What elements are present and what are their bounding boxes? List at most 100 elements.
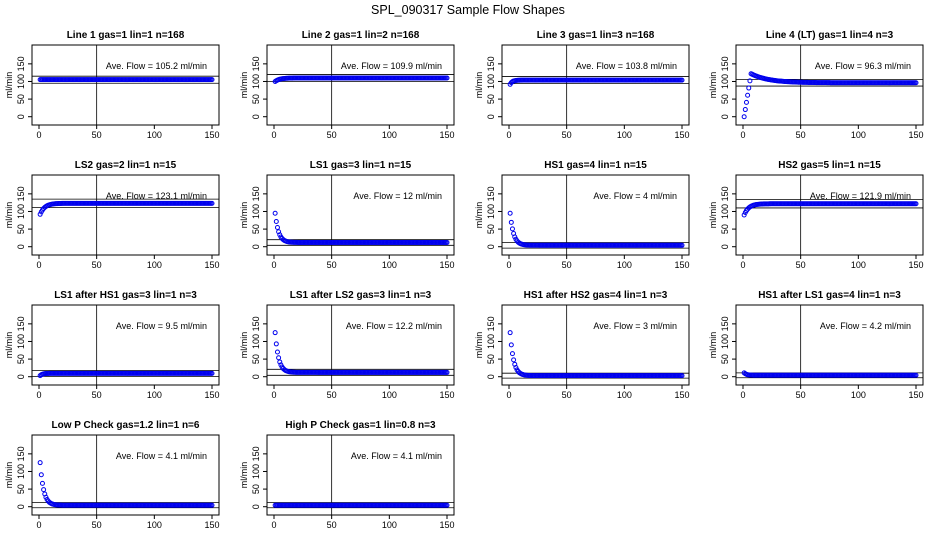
x-tick-label: 0 — [740, 130, 745, 140]
avg-flow-annotation: Ave. Flow = 4.2 ml/min — [820, 321, 911, 331]
y-tick-label: 50 — [16, 484, 26, 494]
data-point — [747, 78, 753, 84]
y-axis-label: ml/min — [239, 462, 249, 489]
x-tick-label: 100 — [382, 260, 397, 270]
x-tick-label: 100 — [382, 130, 397, 140]
x-tick-label: 50 — [327, 390, 337, 400]
panel-title: Line 3 gas=1 lin=3 n=168 — [537, 30, 655, 41]
y-tick-label: 100 — [251, 74, 261, 89]
x-tick-label: 0 — [271, 520, 276, 530]
data-point — [273, 341, 279, 347]
data-point — [508, 219, 514, 225]
y-tick-label: 0 — [486, 244, 496, 249]
data-point — [276, 229, 282, 235]
data-point — [276, 355, 282, 361]
plot-frame — [735, 304, 924, 386]
y-axis-label: ml/min — [239, 72, 249, 99]
x-tick-label: 100 — [617, 130, 632, 140]
figure-title: SPL_090317 Sample Flow Shapes — [371, 3, 565, 17]
data-point — [743, 99, 749, 105]
y-axis-label: ml/min — [239, 202, 249, 229]
x-tick-label: 150 — [908, 130, 923, 140]
y-tick-label: 50 — [486, 354, 496, 364]
x-tick-label: 150 — [439, 390, 454, 400]
y-tick-label: 150 — [16, 446, 26, 461]
y-tick-label: 150 — [720, 186, 730, 201]
x-tick-label: 50 — [92, 390, 102, 400]
x-tick-label: 0 — [36, 390, 41, 400]
x-tick-label: 0 — [506, 260, 511, 270]
data-point — [745, 92, 751, 98]
y-tick-label: 50 — [251, 354, 261, 364]
y-tick-label: 150 — [720, 316, 730, 331]
avg-flow-annotation: Ave. Flow = 12 ml/min — [353, 191, 442, 201]
y-tick-label: 0 — [251, 244, 261, 249]
avg-flow-annotation: Ave. Flow = 9.5 ml/min — [116, 321, 207, 331]
panel-title: Low P Check gas=1.2 lin=1 n=6 — [52, 420, 200, 431]
avg-flow-annotation: Ave. Flow = 105.2 ml/min — [106, 61, 207, 71]
panel-title: LS2 gas=2 lin=1 n=15 — [75, 160, 177, 171]
data-point — [37, 211, 43, 217]
data-point — [679, 242, 685, 248]
y-tick-label: 0 — [16, 114, 26, 119]
x-tick-label: 150 — [439, 520, 454, 530]
y-tick-label: 0 — [720, 244, 730, 249]
chart-panel: HS1 gas=4 lin=1 n=150 50 100 150050100150ml… — [474, 160, 690, 270]
plot-frame — [266, 44, 455, 126]
x-tick-label: 50 — [92, 130, 102, 140]
data-point — [511, 357, 517, 363]
plot-frame — [266, 434, 455, 516]
x-tick-label: 0 — [271, 390, 276, 400]
panel-title: HS1 gas=4 lin=1 n=15 — [544, 160, 647, 171]
x-tick-label: 50 — [92, 260, 102, 270]
x-tick-label: 0 — [36, 260, 41, 270]
plot-frame — [31, 174, 220, 256]
y-tick-label: 150 — [16, 316, 26, 331]
data-point — [209, 502, 215, 508]
y-tick-label: 50 — [720, 94, 730, 104]
y-tick-label: 50 — [251, 224, 261, 234]
y-tick-label: 0 — [720, 114, 730, 119]
y-tick-label: 50 — [251, 94, 261, 104]
y-tick-label: 150 — [486, 186, 496, 201]
y-tick-label: 0 — [720, 374, 730, 379]
data-point — [209, 370, 215, 376]
panel-title: HS1 after LS1 gas=4 lin=1 n=3 — [758, 290, 901, 301]
plot-frame — [31, 44, 220, 126]
panel-title: HS1 after HS2 gas=4 lin=1 n=3 — [524, 290, 668, 301]
x-tick-label: 0 — [740, 390, 745, 400]
x-tick-label: 150 — [674, 130, 689, 140]
y-tick-label: 100 — [720, 74, 730, 89]
data-point — [507, 210, 513, 216]
data-point — [38, 472, 44, 478]
avg-flow-annotation: Ave. Flow = 12.2 ml/min — [346, 321, 442, 331]
x-tick-label: 150 — [204, 130, 219, 140]
chart-panel: Line 1 gas=1 lin=1 n=168 0 50 100 150 0 50 100 1… — [4, 30, 220, 140]
chart-panel: Low P Check gas=1.2 lin=1 n=6 0 50 100 150 0 5… — [4, 420, 220, 530]
panel-title: Line 2 gas=1 lin=2 n=168 — [302, 30, 420, 41]
y-tick-label: 0 — [16, 374, 26, 379]
chart-panel: HS1 after HS2 gas=4 lin=1 n=3 0 50 100 150 0 5… — [474, 290, 690, 400]
x-tick-label: 50 — [796, 390, 806, 400]
y-tick-label: 100 — [251, 204, 261, 219]
x-tick-label: 100 — [851, 260, 866, 270]
plot-frame — [31, 434, 220, 516]
data-point — [913, 80, 919, 86]
x-tick-label: 100 — [147, 130, 162, 140]
y-tick-label: 100 — [16, 204, 26, 219]
x-tick-label: 150 — [674, 390, 689, 400]
x-tick-label: 150 — [204, 260, 219, 270]
avg-flow-annotation: Ave. Flow = 121.9 ml/min — [810, 191, 911, 201]
x-tick-label: 100 — [382, 390, 397, 400]
data-point — [444, 75, 450, 81]
avg-flow-annotation: Ave. Flow = 103.8 ml/min — [576, 61, 677, 71]
y-axis-label: ml/min — [474, 72, 484, 99]
data-point — [274, 349, 280, 355]
data-point — [741, 212, 747, 218]
panels-grid: Line 1 gas=1 lin=1 n=168 0 50 100 150 0 50 100 1… — [4, 30, 924, 530]
data-point — [512, 234, 518, 240]
panel-title: High P Check gas=1 lin=0.8 n=3 — [285, 420, 436, 431]
x-tick-label: 0 — [36, 520, 41, 530]
plot-frame — [501, 44, 690, 126]
y-tick-label: 0 — [486, 374, 496, 379]
